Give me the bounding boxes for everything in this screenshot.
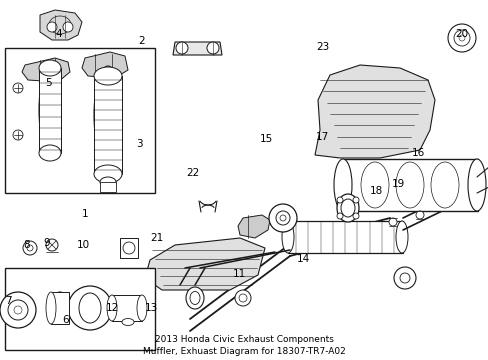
Circle shape <box>239 294 246 302</box>
Circle shape <box>388 218 396 226</box>
Ellipse shape <box>395 221 407 253</box>
Circle shape <box>447 24 475 52</box>
Bar <box>39 68 61 153</box>
Text: 10: 10 <box>77 240 89 250</box>
Ellipse shape <box>185 287 203 309</box>
Polygon shape <box>173 42 222 55</box>
Polygon shape <box>238 215 269 238</box>
Polygon shape <box>145 238 264 290</box>
Bar <box>287 221 402 253</box>
Ellipse shape <box>79 293 101 323</box>
Circle shape <box>23 241 37 255</box>
Circle shape <box>393 267 415 289</box>
Text: 18: 18 <box>369 186 383 196</box>
Polygon shape <box>82 52 128 78</box>
Ellipse shape <box>51 292 69 324</box>
Text: 4: 4 <box>55 29 62 39</box>
Text: 2: 2 <box>138 36 145 46</box>
Text: 9: 9 <box>43 238 50 248</box>
Circle shape <box>123 242 135 254</box>
Ellipse shape <box>137 295 147 321</box>
Bar <box>94 76 122 174</box>
Circle shape <box>68 286 112 330</box>
Bar <box>120 238 138 258</box>
Ellipse shape <box>100 177 116 187</box>
Circle shape <box>399 273 409 283</box>
Circle shape <box>235 290 250 306</box>
Ellipse shape <box>94 66 122 164</box>
Text: 19: 19 <box>391 179 405 189</box>
Ellipse shape <box>122 319 134 325</box>
Circle shape <box>336 197 342 203</box>
Text: 17: 17 <box>315 132 329 142</box>
Circle shape <box>47 22 57 32</box>
Ellipse shape <box>107 295 117 321</box>
Circle shape <box>13 83 23 93</box>
Circle shape <box>352 197 358 203</box>
Circle shape <box>13 130 23 140</box>
Text: 15: 15 <box>259 134 273 144</box>
Circle shape <box>352 213 358 219</box>
Text: 5: 5 <box>45 78 52 88</box>
Bar <box>100 182 116 192</box>
Text: 21: 21 <box>149 233 163 243</box>
Circle shape <box>268 204 296 232</box>
Text: 7: 7 <box>5 296 12 306</box>
Circle shape <box>14 306 22 314</box>
Circle shape <box>415 211 423 219</box>
Ellipse shape <box>333 159 351 211</box>
Ellipse shape <box>94 165 122 183</box>
Polygon shape <box>22 58 70 82</box>
Ellipse shape <box>94 67 122 85</box>
Text: 23: 23 <box>315 42 329 52</box>
Ellipse shape <box>467 159 485 211</box>
Ellipse shape <box>282 221 293 253</box>
Ellipse shape <box>39 60 61 76</box>
Circle shape <box>63 22 73 32</box>
Text: 8: 8 <box>23 240 30 250</box>
Text: Muffler, Exhuast Diagram for 18307-TR7-A02: Muffler, Exhuast Diagram for 18307-TR7-A… <box>142 347 345 356</box>
Circle shape <box>453 30 469 46</box>
Circle shape <box>0 292 36 328</box>
Polygon shape <box>314 65 434 158</box>
Circle shape <box>280 215 285 221</box>
Ellipse shape <box>190 292 200 305</box>
Circle shape <box>336 213 342 219</box>
Text: 12: 12 <box>105 303 119 313</box>
Bar <box>5 48 155 193</box>
Text: 13: 13 <box>144 303 158 313</box>
Circle shape <box>27 245 33 251</box>
Text: 2013 Honda Civic Exhaust Components: 2013 Honda Civic Exhaust Components <box>154 336 333 345</box>
Ellipse shape <box>395 162 423 208</box>
Ellipse shape <box>336 194 358 222</box>
Ellipse shape <box>39 145 61 161</box>
Bar <box>342 159 477 211</box>
Polygon shape <box>40 10 82 40</box>
Ellipse shape <box>39 68 61 153</box>
Circle shape <box>206 42 219 54</box>
Ellipse shape <box>430 162 458 208</box>
Circle shape <box>275 211 289 225</box>
Text: 16: 16 <box>410 148 424 158</box>
Circle shape <box>46 239 58 251</box>
Text: 6: 6 <box>62 315 69 325</box>
Ellipse shape <box>46 292 56 324</box>
Ellipse shape <box>340 199 354 217</box>
Text: 1: 1 <box>82 209 89 219</box>
Ellipse shape <box>360 162 388 208</box>
Bar <box>51 292 69 324</box>
Circle shape <box>8 300 28 320</box>
Circle shape <box>176 42 187 54</box>
Text: 14: 14 <box>296 254 309 264</box>
Text: 22: 22 <box>186 168 200 178</box>
Bar <box>5 268 155 350</box>
Text: 11: 11 <box>232 269 246 279</box>
Text: 3: 3 <box>136 139 142 149</box>
Circle shape <box>458 35 464 41</box>
Bar <box>112 295 142 321</box>
Text: 20: 20 <box>455 29 468 39</box>
